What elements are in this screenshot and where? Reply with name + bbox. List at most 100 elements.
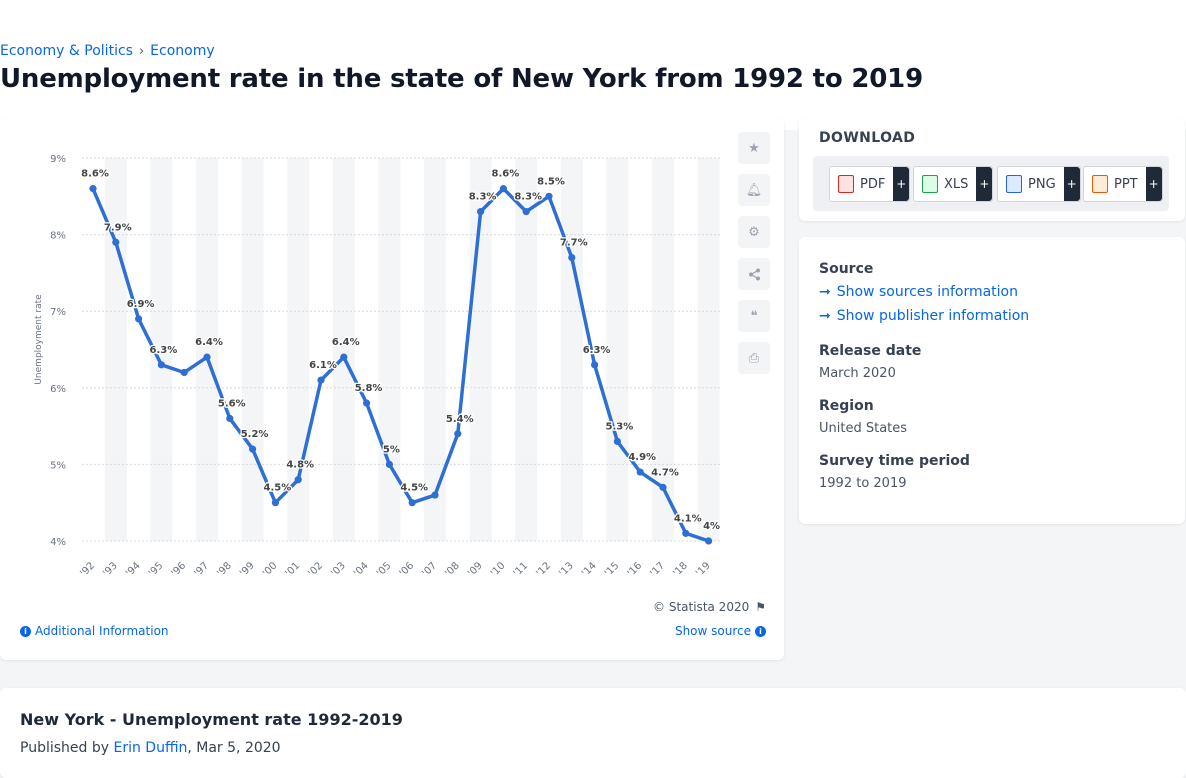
download-png-button[interactable]: PNG + bbox=[997, 166, 1081, 202]
x-tick-label: '15 bbox=[603, 560, 622, 579]
breadcrumb-separator: › bbox=[138, 43, 145, 59]
data-label: 8.3% bbox=[469, 192, 497, 203]
breadcrumb-item-economy-politics[interactable]: Economy & Politics bbox=[0, 43, 133, 59]
data-label: 4.1% bbox=[674, 513, 702, 524]
data-point bbox=[659, 483, 667, 491]
data-label: 5.2% bbox=[241, 429, 269, 440]
x-tick-label: '06 bbox=[398, 560, 417, 579]
gear-icon[interactable]: ⚙ bbox=[738, 216, 770, 248]
publication-date: , Mar 5, 2020 bbox=[187, 740, 281, 756]
region-value: United States bbox=[819, 421, 908, 436]
y-axis-label: Unemployment rate bbox=[34, 294, 44, 385]
column-stripe bbox=[560, 158, 583, 541]
show-publisher-link[interactable]: ➞ Show publisher information bbox=[819, 308, 1029, 324]
additional-info-label: Additional Information bbox=[35, 624, 169, 638]
download-pdf-button[interactable]: PDF + bbox=[829, 166, 911, 202]
data-label: 5.8% bbox=[355, 383, 383, 394]
download-xls-button[interactable]: XLS + bbox=[913, 166, 994, 202]
info-icon: i bbox=[20, 625, 31, 637]
column-stripe bbox=[241, 158, 264, 541]
data-point bbox=[271, 499, 279, 507]
data-point bbox=[89, 185, 97, 193]
data-label: 8.6% bbox=[81, 169, 109, 180]
x-tick-label: '03 bbox=[329, 560, 348, 579]
x-tick-label: '10 bbox=[489, 560, 508, 579]
publication-card: New York - Unemployment rate 1992-2019 P… bbox=[0, 688, 1186, 778]
data-label: 6.3% bbox=[583, 345, 611, 356]
data-label: 6.3% bbox=[150, 345, 178, 356]
pdf-label: PDF bbox=[860, 176, 886, 192]
column-stripe bbox=[104, 158, 127, 541]
data-label: 6.1% bbox=[309, 360, 337, 371]
quote-icon[interactable]: ❝ bbox=[738, 300, 770, 332]
x-tick-label: '95 bbox=[147, 560, 166, 579]
flag-icon[interactable]: ⚑ bbox=[755, 600, 766, 614]
release-date-value: March 2020 bbox=[819, 366, 896, 381]
data-point bbox=[454, 430, 462, 438]
show-publisher-label: Show publisher information bbox=[836, 308, 1030, 324]
x-tick-label: '11 bbox=[512, 560, 531, 579]
data-point bbox=[545, 192, 553, 200]
data-point bbox=[249, 445, 257, 453]
additional-info-link[interactable]: i Additional Information bbox=[20, 624, 169, 638]
survey-period-value: 1992 to 2019 bbox=[819, 476, 907, 491]
chart-toolbar: ★ 🔔︎ ⚙ ❝ ⎙ bbox=[738, 132, 770, 374]
breadcrumb-item-economy[interactable]: Economy bbox=[150, 43, 215, 59]
data-point bbox=[591, 361, 599, 369]
data-point bbox=[180, 368, 188, 377]
x-tick-label: '09 bbox=[466, 560, 485, 579]
x-tick-label: '12 bbox=[534, 560, 553, 579]
x-tick-label: '99 bbox=[238, 560, 257, 579]
x-tick-label: '18 bbox=[671, 560, 690, 579]
data-point bbox=[157, 361, 165, 369]
chart-copyright[interactable]: © Statista 2020 ⚑ bbox=[653, 600, 766, 614]
show-source-link[interactable]: Show source i bbox=[675, 624, 766, 638]
data-label: 8.6% bbox=[492, 169, 520, 180]
data-label: 7.9% bbox=[104, 222, 132, 233]
ppt-label: PPT bbox=[1114, 176, 1138, 192]
data-label: 4.5% bbox=[264, 483, 292, 494]
column-stripe bbox=[652, 158, 674, 541]
author-link[interactable]: Erin Duffin bbox=[113, 740, 188, 756]
x-tick-label: '16 bbox=[626, 560, 645, 579]
published-by-label: Published by bbox=[20, 740, 110, 756]
data-point bbox=[613, 437, 622, 446]
pdf-file-icon bbox=[838, 175, 854, 193]
series-line bbox=[91, 186, 710, 543]
chart-card: 4% 5% 6% 7% 8% 9% Unemployment rate '92'93'94'9… bbox=[0, 118, 784, 660]
data-label: 4.5% bbox=[400, 483, 428, 494]
print-icon[interactable]: ⎙ bbox=[738, 342, 770, 374]
bell-icon[interactable]: 🔔︎ bbox=[738, 174, 770, 206]
data-label: 8.3% bbox=[514, 192, 542, 203]
data-point bbox=[203, 353, 211, 361]
plus-icon: + bbox=[893, 167, 910, 201]
share-icon[interactable] bbox=[738, 258, 770, 290]
x-tick-label: '97 bbox=[192, 560, 211, 579]
column-stripe bbox=[606, 158, 629, 541]
download-title: DOWNLOAD bbox=[819, 130, 916, 146]
x-tick-label: '96 bbox=[170, 560, 189, 579]
data-point bbox=[385, 460, 393, 468]
y-tick-label: 6% bbox=[50, 384, 66, 395]
data-label: 5.4% bbox=[446, 414, 474, 425]
star-icon[interactable]: ★ bbox=[738, 132, 770, 164]
y-tick-label: 8% bbox=[50, 231, 66, 242]
x-tick-label: '94 bbox=[124, 560, 143, 579]
x-tick-label: '13 bbox=[557, 560, 576, 579]
data-point bbox=[682, 529, 690, 537]
data-label: 5% bbox=[383, 444, 400, 455]
show-sources-link[interactable]: ➞ Show sources information bbox=[819, 284, 1018, 300]
plus-icon: + bbox=[1063, 167, 1080, 201]
column-stripe bbox=[287, 158, 310, 541]
x-tick-label: '92 bbox=[78, 560, 97, 579]
ppt-file-icon bbox=[1092, 175, 1108, 193]
x-tick-label: '04 bbox=[352, 560, 371, 579]
x-tick-label: '02 bbox=[306, 560, 325, 579]
data-point bbox=[568, 253, 576, 262]
page-title: Unemployment rate in the state of New Yo… bbox=[0, 64, 923, 94]
data-label: 4.8% bbox=[286, 460, 314, 471]
show-source-label: Show source bbox=[674, 624, 751, 638]
data-label: 7.7% bbox=[560, 238, 588, 249]
download-ppt-button[interactable]: PPT + bbox=[1083, 166, 1163, 202]
copyright-text: © Statista 2020 bbox=[653, 600, 750, 614]
